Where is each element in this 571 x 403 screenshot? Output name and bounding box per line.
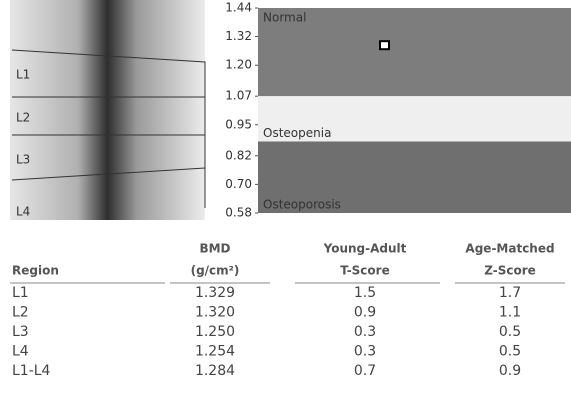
cell: 0.5 — [499, 344, 521, 360]
cell: 0.9 — [499, 363, 521, 379]
cell: 1.254 — [195, 344, 235, 360]
report: L1 L2 L3 L4 Normal Osteopenia Osteoporosis… — [0, 0, 571, 403]
cell: 1.284 — [195, 363, 235, 379]
cell: L2 — [12, 305, 29, 321]
cell: 1.5 — [354, 285, 376, 301]
y-tick-label: 0.82 — [225, 148, 252, 162]
y-tick-label: 0.58 — [225, 206, 252, 220]
y-tick-label: 0.95 — [225, 117, 252, 131]
y-tick-label: 1.44 — [225, 1, 252, 15]
zone-label: Normal — [263, 11, 306, 25]
y-tick-label: 0.70 — [225, 177, 252, 191]
column-header: T-Score — [340, 264, 389, 278]
cell: 0.9 — [354, 305, 376, 321]
y-tick-label: 1.32 — [225, 29, 252, 43]
column-header: Young-Adult — [323, 242, 407, 256]
vertebra-label: L4 — [16, 205, 30, 219]
column-header: Region — [12, 264, 59, 278]
cell: 0.3 — [354, 344, 376, 360]
cell: 0.5 — [499, 324, 521, 340]
cell: 0.7 — [354, 363, 376, 379]
y-tick-label: 1.07 — [225, 89, 252, 103]
cell: L3 — [12, 324, 29, 340]
chart: Normal Osteopenia Osteoporosis 1.44 1.32 1.20… — [225, 1, 571, 220]
vertebra-label: L2 — [16, 111, 30, 125]
zone-label: Osteoporosis — [263, 198, 341, 212]
scan — [10, 0, 205, 220]
cell: 1.320 — [195, 305, 235, 321]
column-header: BMD — [199, 242, 230, 256]
cell: L4 — [12, 344, 29, 360]
vertebra-label: L1 — [16, 68, 30, 82]
cell: 1.7 — [499, 285, 521, 301]
cell: 0.3 — [354, 324, 376, 340]
zone-label: Osteopenia — [263, 126, 331, 140]
spine-image: L1 L2 L3 L4 — [10, 0, 205, 220]
vertebra-label: L3 — [16, 153, 30, 167]
cell: L1 — [12, 285, 29, 301]
column-header: Z-Score — [484, 264, 536, 278]
table: Region BMD (g/cm²) Young-Adult T-Score Age-Ma… — [10, 242, 565, 380]
column-header: Age-Matched — [465, 242, 554, 256]
cell: 1.250 — [195, 324, 235, 340]
column-header: (g/cm²) — [191, 264, 240, 278]
point — [380, 41, 389, 49]
cell: 1.1 — [499, 305, 521, 321]
cell: L1-L4 — [12, 363, 51, 379]
y-tick-label: 1.20 — [225, 58, 252, 72]
page: L1 L2 L3 L4 Normal Osteopenia Osteoporosis… — [0, 0, 571, 403]
cell: 1.329 — [195, 285, 235, 301]
